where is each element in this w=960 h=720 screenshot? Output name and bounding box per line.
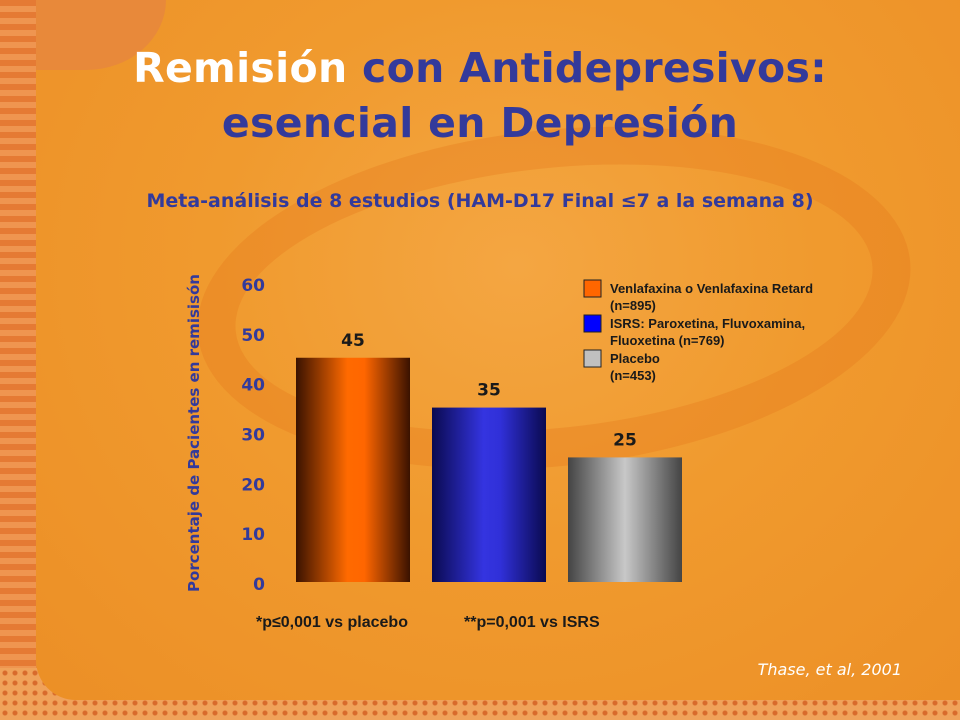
y-axis-label: Porcentaje de Pacientes en remisisón [185, 274, 203, 592]
slide-title-line1: Remisión con Antidepresivos: [0, 44, 960, 93]
legend-swatch [583, 349, 602, 368]
bar-1 [296, 357, 410, 582]
bar-2 [432, 407, 546, 582]
slide-panel [36, 0, 960, 700]
footnote-placebo: *p≤0,001 vs placebo [256, 614, 408, 631]
legend-label-n: (n=453) [610, 368, 656, 383]
y-tick-label: 40 [241, 376, 265, 396]
title-highlight: Remisión [133, 44, 348, 92]
subtitle-before: Meta-análisis de 8 estudios (HAM-D17 Fin… [146, 190, 621, 212]
y-tick-label: 0 [253, 575, 265, 595]
legend-swatch [583, 279, 602, 298]
footnote-isrs: **p=0,001 vs ISRS [464, 614, 600, 631]
subtitle-after: 7 a la semana 8) [636, 190, 814, 212]
bar-value-label: 25 [613, 430, 637, 450]
bar-value-label: 45 [341, 331, 365, 351]
legend-label-n: Fluoxetina (n=769) [610, 333, 725, 348]
y-tick-label: 20 [241, 475, 265, 495]
y-tick-label: 30 [241, 426, 265, 446]
source-citation: Thase, et al, 2001 [757, 660, 902, 679]
legend-label: ISRS: Paroxetina, Fluvoxamina, [610, 316, 805, 331]
bar-3 [568, 457, 682, 582]
slide-title-line2: esencial en Depresión [221, 99, 739, 147]
legend-swatch [583, 314, 602, 333]
legend-label-n: (n=895) [610, 298, 656, 313]
legend-label: Placebo [610, 351, 660, 366]
subtitle-symbol: ≤ [620, 190, 637, 212]
y-tick-label: 60 [241, 276, 265, 296]
title-rest: con Antidepresivos: [347, 44, 827, 92]
left-decorative-strip [0, 0, 36, 720]
legend-label: Venlafaxina o Venlafaxina Retard [610, 281, 813, 296]
y-tick-label: 10 [241, 525, 265, 545]
y-tick-label: 50 [241, 326, 265, 346]
bar-value-label: 35 [477, 381, 501, 401]
slide-subtitle: Meta-análisis de 8 estudios (HAM-D17 Fin… [0, 190, 960, 212]
